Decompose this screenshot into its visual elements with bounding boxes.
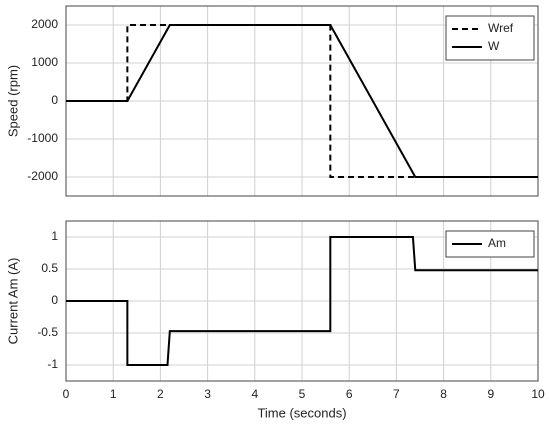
x-tick-label: 8 [440, 387, 447, 401]
x-tick-label: 10 [531, 387, 545, 401]
y-tick-label: 2000 [31, 17, 58, 31]
y-tick-label: 1 [51, 229, 58, 243]
legend-label: Wref [488, 21, 514, 35]
x-tick-label: 0 [63, 387, 70, 401]
legend-label: W [488, 39, 500, 53]
series-line [66, 24, 538, 178]
y-tick-label: 0.5 [41, 261, 58, 275]
x-tick-label: 5 [299, 387, 306, 401]
y-tick-label: -0.5 [37, 325, 58, 339]
legend-box [445, 15, 535, 61]
x-tick-label: 1 [110, 387, 117, 401]
x-axis-label: Time (seconds) [257, 405, 346, 420]
legend: Am [445, 230, 535, 258]
legend-label: Am [488, 236, 506, 250]
y-tick-label: -1000 [27, 131, 58, 145]
x-tick-label: 3 [204, 387, 211, 401]
series-line [66, 236, 538, 366]
y-axis-label: Speed (rpm) [5, 65, 20, 137]
x-tick-label: 2 [157, 387, 164, 401]
y-tick-label: 0 [51, 93, 58, 107]
y-axis-label: Current Am (A) [5, 258, 20, 345]
y-tick-label: 0 [51, 293, 58, 307]
y-tick-label: -1 [47, 357, 58, 371]
x-tick-label: 9 [487, 387, 494, 401]
x-tick-label: 7 [393, 387, 400, 401]
y-tick-label: 1000 [31, 55, 58, 69]
y-tick-label: -2000 [27, 169, 58, 183]
x-tick-label: 6 [346, 387, 353, 401]
legend: Wref W [445, 15, 535, 61]
x-tick-label: 4 [251, 387, 258, 401]
